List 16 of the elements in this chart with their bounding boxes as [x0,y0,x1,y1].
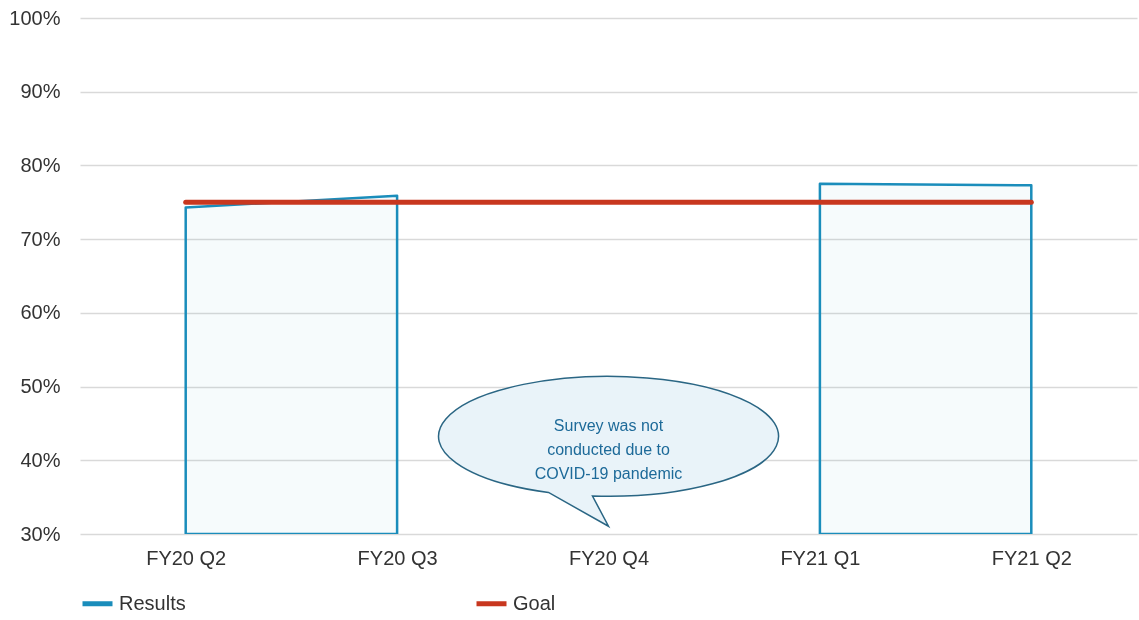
y-tick-label: 40% [20,448,61,471]
y-tick-label: 70% [20,227,61,250]
x-tick-label: FY20 Q2 [146,546,227,569]
legend-label: Results [119,591,186,614]
x-tick-label: FY20 Q4 [568,546,650,569]
y-tick-label: 50% [20,375,61,398]
x-tick-label: FY20 Q3 [357,546,438,569]
annotation: Survey was not conducted due to COVID-19 pandemic [534,417,683,483]
y-tick-label: 30% [20,522,61,545]
x-tick-label: FY21 Q1 [780,546,861,569]
legend-label: Goal [513,591,556,614]
x-tick-label: FY21 Q2 [991,546,1072,569]
y-tick-label: 90% [20,80,61,103]
y-tick-label: 80% [20,153,61,176]
y-tick-label: 100% [9,6,61,29]
y-tick-label: 60% [20,301,61,324]
